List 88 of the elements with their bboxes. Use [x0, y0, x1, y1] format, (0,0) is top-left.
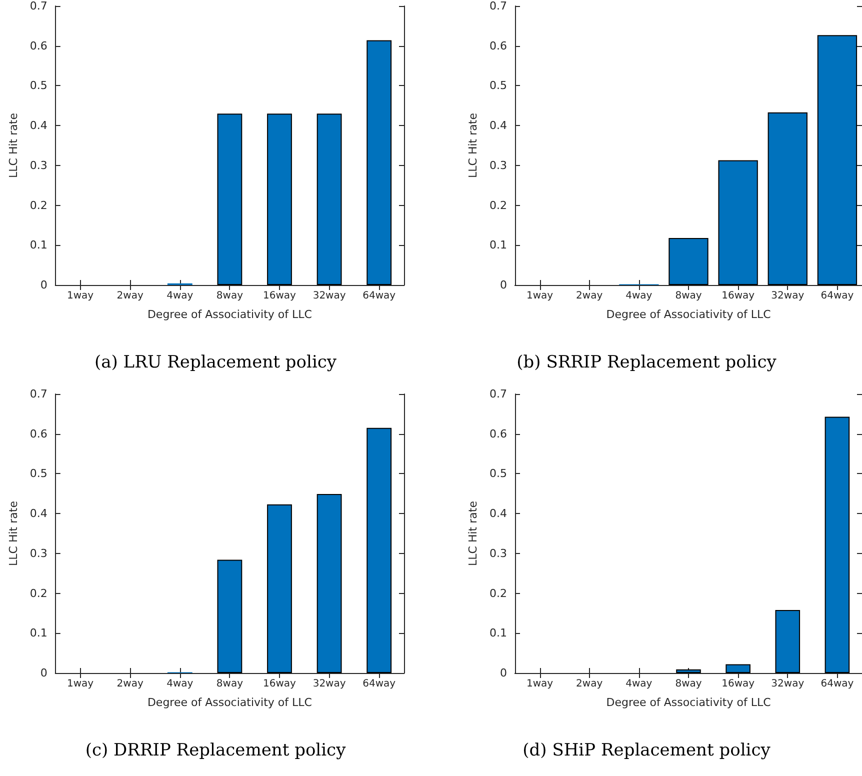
- x-tick-label: 2way: [116, 290, 144, 302]
- y-tick-label: 0: [500, 666, 507, 680]
- x-tick-label: 8way: [216, 678, 244, 690]
- x-tick-label: 32way: [771, 678, 804, 690]
- x-tick-label: 1way: [526, 678, 554, 690]
- x-tick-label: 16way: [722, 678, 755, 690]
- y-tick-label: 0.5: [490, 79, 507, 92]
- y-tick-label: 0: [40, 666, 48, 680]
- x-tick-label: 64way: [362, 290, 396, 302]
- y-tick-label: 0.3: [490, 158, 507, 172]
- bar: [217, 114, 242, 285]
- x-tick-label: 2way: [576, 290, 603, 302]
- bar: [775, 610, 800, 673]
- text: (b) SRRIP Replacement policy: [516, 352, 777, 372]
- y-tick-label: 0.6: [490, 39, 507, 52]
- x-tick-label: 16way: [263, 290, 296, 302]
- x-tick-label: 1way: [66, 678, 94, 690]
- y-tick-label: 0.7: [30, 0, 48, 12]
- bar: [768, 112, 808, 285]
- bar: [366, 40, 392, 285]
- y-tick-label: 0.4: [490, 507, 507, 520]
- y-tick-label: 0.4: [30, 507, 48, 520]
- x-tick-label: 32way: [312, 290, 346, 302]
- bar: [676, 669, 701, 673]
- x-axis-title: Degree of Associativity of LLC: [147, 696, 312, 709]
- y-tick-label: 0.5: [30, 467, 48, 480]
- x-tick-label: 4way: [626, 678, 652, 690]
- y-axis-title: LLC Hit rate: [466, 500, 480, 566]
- bar: [718, 160, 758, 285]
- y-axis-title: LLC Hit rate: [7, 112, 20, 178]
- y-tick-label: 0: [500, 278, 507, 292]
- x-tick-label: 16way: [722, 290, 755, 302]
- y-tick-label: 0.6: [30, 427, 48, 440]
- x-tick-label: 8way: [675, 290, 702, 302]
- y-tick-label: 0.3: [30, 158, 48, 172]
- x-axis-title: Degree of Associativity of LLC: [147, 308, 312, 321]
- y-tick-label: 0.4: [30, 119, 48, 132]
- y-tick-label: 0.2: [30, 198, 48, 212]
- y-tick-label: 0.6: [490, 427, 507, 440]
- x-tick-label: 4way: [626, 290, 652, 302]
- y-tick-label: 0.2: [30, 586, 48, 600]
- y-tick-label: 0.6: [30, 39, 48, 52]
- bar: [267, 504, 292, 673]
- x-tick-label: 4way: [166, 678, 194, 690]
- y-tick-label: 0.5: [490, 467, 507, 480]
- x-tick-label: 16way: [263, 678, 296, 690]
- x-tick-label: 2way: [116, 678, 144, 690]
- y-tick-label: 0.1: [490, 238, 507, 252]
- y-axis-title: LLC Hit rate: [7, 500, 20, 566]
- x-tick-label: 8way: [675, 678, 702, 690]
- x-tick-label: 4way: [166, 290, 194, 302]
- y-tick-label: 0.1: [30, 238, 48, 252]
- text: (d) SHiP Replacement policy: [522, 740, 771, 760]
- y-tick-label: 0.7: [30, 388, 48, 400]
- y-tick-label: 0.3: [30, 546, 48, 560]
- y-axis-title: LLC Hit rate: [466, 112, 480, 178]
- bar: [366, 428, 392, 673]
- y-tick-label: 0.1: [490, 626, 507, 640]
- y-tick-label: 0.4: [490, 119, 507, 132]
- bar: [726, 664, 750, 673]
- x-tick-label: 32way: [312, 678, 346, 690]
- bar: [316, 494, 342, 673]
- bar: [267, 114, 292, 285]
- x-tick-label: 1way: [526, 290, 554, 302]
- bar: [668, 238, 708, 285]
- y-tick-label: 0.2: [490, 198, 507, 212]
- x-tick-label: 1way: [66, 290, 94, 302]
- x-tick-label: 64way: [362, 678, 396, 690]
- bar: [817, 35, 858, 285]
- bar: [316, 114, 342, 285]
- y-tick-label: 0.1: [30, 626, 48, 640]
- bar: [217, 560, 242, 673]
- y-tick-label: 0.3: [490, 546, 507, 560]
- x-axis-title: Degree of Associativity of LLC: [606, 696, 772, 709]
- y-tick-label: 0.5: [30, 79, 48, 92]
- x-axis-title: Degree of Associativity of LLC: [606, 308, 772, 321]
- x-tick-label: 64way: [820, 290, 854, 302]
- text: (c) DRRIP Replacement policy: [85, 740, 346, 760]
- bar: [824, 416, 850, 673]
- x-tick-label: 2way: [576, 678, 603, 690]
- y-tick-label: 0.2: [490, 586, 507, 600]
- x-tick-label: 8way: [216, 290, 244, 302]
- y-tick-label: 0.7: [490, 388, 507, 400]
- x-tick-label: 64way: [820, 678, 854, 690]
- text: (a) LRU Replacement policy: [94, 352, 337, 372]
- y-tick-label: 0: [40, 278, 48, 292]
- y-tick-label: 0.7: [490, 0, 507, 12]
- x-tick-label: 32way: [771, 290, 804, 302]
